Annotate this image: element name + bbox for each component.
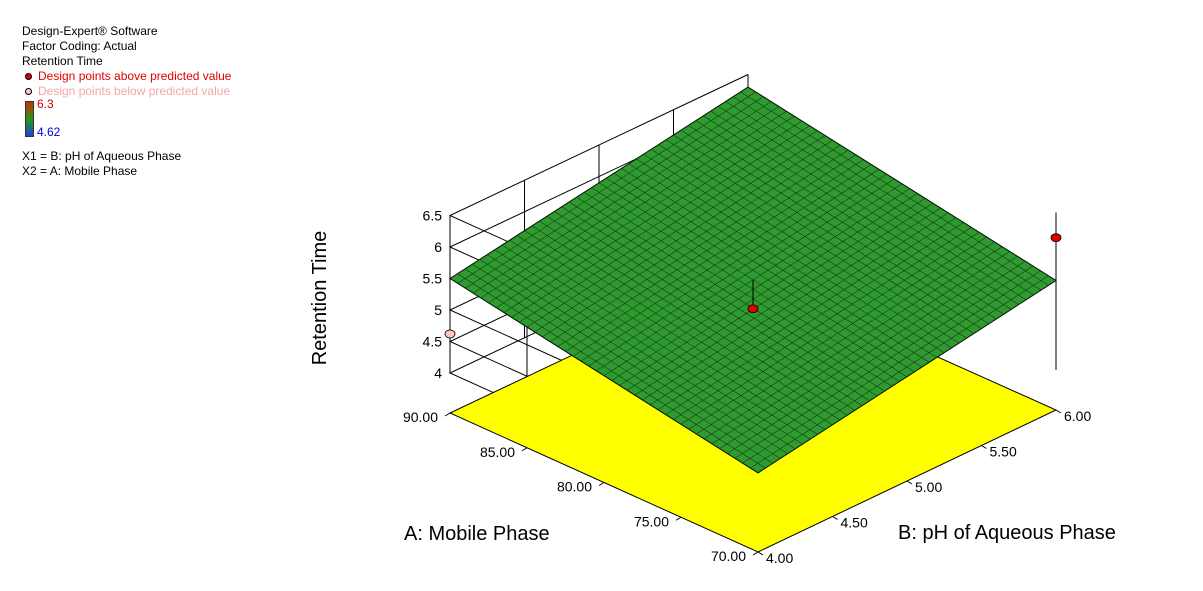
mesh-line: [580, 169, 880, 362]
mesh-line: [628, 163, 937, 358]
legend-below-text: Design points below predicted value: [38, 84, 231, 98]
mesh-line: [732, 96, 1042, 291]
mesh-line: [472, 101, 772, 294]
mesh-line: [465, 96, 764, 289]
x-tick-mark: [757, 551, 764, 556]
mesh-line: [457, 91, 756, 284]
color-scale-high: 6.3: [37, 97, 54, 111]
legend-above-text: Design points above predicted value: [38, 69, 232, 83]
mesh-line: [596, 178, 895, 372]
mesh-line: [621, 168, 930, 363]
y-tick-mark: [444, 412, 451, 417]
mesh-line: [710, 110, 1019, 305]
mesh-line: [480, 106, 779, 299]
y-tick-label: 70.00: [711, 548, 746, 564]
z-tick-label: 4: [434, 365, 442, 381]
color-scale-low: 4.62: [37, 125, 61, 139]
design-point-above: [747, 304, 759, 314]
color-scale: 6.3 4.62: [22, 97, 231, 139]
legend-below: Design points below predicted value: [22, 84, 231, 99]
mesh-line: [549, 149, 849, 342]
y-tick-mark: [752, 551, 759, 556]
x-tick-label: 5.00: [915, 479, 942, 495]
mesh-line: [606, 177, 915, 373]
x-tick-mark: [981, 445, 987, 449]
mesh-line: [718, 105, 1027, 301]
x-tick-label: 6.00: [1064, 408, 1091, 424]
x2-definition: X2 = A: Mobile Phase: [22, 164, 138, 178]
mesh-line: [449, 86, 749, 279]
mesh-line: [636, 158, 945, 353]
x-tick-mark: [906, 480, 913, 485]
mesh-line: [542, 144, 841, 338]
z-tick-label: 5.5: [423, 271, 443, 287]
z-tick-label: 6.5: [423, 208, 443, 224]
mesh-line: [488, 111, 787, 304]
mesh-line: [695, 120, 1005, 315]
mesh-line: [658, 144, 967, 339]
mesh-line: [565, 159, 864, 352]
mesh-line: [725, 101, 1034, 296]
z-axis-title: Retention Time: [309, 231, 331, 366]
x-tick-mark: [1055, 409, 1062, 414]
color-scale-bar: [25, 101, 34, 137]
pink-dot-icon: [25, 87, 32, 95]
design-point-above: [1050, 233, 1062, 243]
mesh-line: [650, 149, 960, 344]
y-tick-label: 85.00: [480, 444, 515, 460]
software-label: Design-Expert® Software: [22, 24, 158, 38]
legend-above: Design points above predicted value: [22, 69, 231, 84]
legend: Design-Expert® Software Factor Coding: A…: [22, 24, 231, 179]
mesh-line: [688, 125, 997, 320]
response-label: Retention Time: [22, 54, 103, 68]
mesh-line: [665, 139, 975, 334]
mesh-line: [534, 140, 833, 333]
y-tick-label: 90.00: [403, 409, 438, 425]
mesh-line: [673, 134, 982, 329]
z-tick-label: 4.5: [423, 334, 443, 350]
mesh-line: [526, 135, 826, 328]
x-axis-title: B: pH of Aqueous Phase: [898, 522, 1116, 544]
y-tick-mark: [521, 447, 528, 452]
y-tick-label: 80.00: [557, 479, 592, 495]
mesh-line: [519, 130, 818, 323]
y-tick-mark: [675, 516, 682, 521]
mesh-line: [503, 120, 803, 313]
mesh-line: [643, 153, 952, 349]
mesh-line: [680, 129, 990, 325]
mesh-line: [703, 115, 1012, 310]
x-tick-label: 4.50: [841, 515, 868, 531]
x-tick-label: 4.00: [766, 550, 793, 566]
x1-definition: X1 = B: pH of Aqueous Phase: [22, 149, 182, 163]
x-tick-label: 5.50: [990, 444, 1017, 460]
factor-coding-label: Factor Coding: Actual: [22, 39, 137, 53]
mesh-line: [557, 154, 856, 347]
red-dot-icon: [25, 72, 32, 80]
design-point-below: [444, 329, 456, 339]
mesh-line: [613, 172, 923, 368]
x-tick-mark: [832, 516, 838, 520]
z-tick-label: 5: [434, 302, 442, 318]
mesh-line: [588, 173, 887, 367]
mesh-line: [740, 91, 1049, 286]
mesh-line: [747, 86, 1057, 281]
y-tick-mark: [598, 482, 605, 486]
mesh-line: [496, 115, 795, 308]
y-tick-label: 75.00: [634, 513, 669, 529]
mesh-line: [511, 125, 810, 318]
y-axis-title: A: Mobile Phase: [404, 523, 550, 545]
mesh-line: [573, 164, 872, 357]
z-tick-label: 6: [434, 239, 442, 255]
